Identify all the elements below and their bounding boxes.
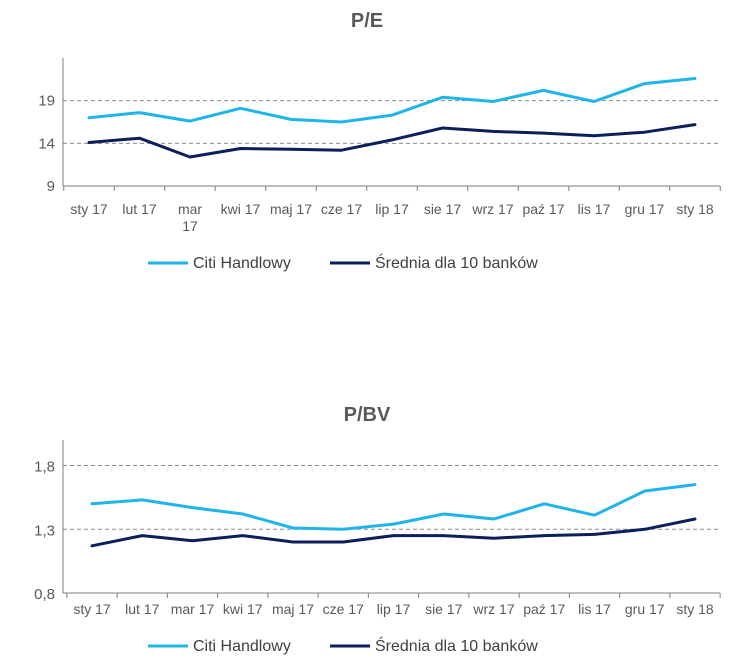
x-tick-label: paź 17	[523, 601, 565, 617]
x-tick-label: mar 17	[171, 601, 215, 617]
x-tick-label: gru 17	[625, 601, 665, 617]
x-tick-label: lut 17	[125, 601, 159, 617]
x-tick-label: sie 17	[424, 201, 462, 217]
series-line-srednia-10-bankow	[87, 123, 697, 159]
x-tick-label: sty 17	[73, 601, 111, 617]
x-tick-label: wrz 17	[472, 601, 514, 617]
x-tick-label: maj 17	[270, 201, 312, 217]
x-tick-label: lip 17	[377, 601, 411, 617]
y-tick-label: 1,8	[34, 459, 55, 476]
chart-pe: P/E 9 14 19 sty 17 lut 17 mar 17 kwi 17 maj 17 cze…	[38, 10, 721, 272]
legend-label: Citi Handlowy	[193, 255, 291, 272]
y-tick-label: 19	[38, 93, 55, 110]
series-line-citi-handlowy	[90, 483, 697, 531]
x-tick-label: wrz 17	[471, 201, 513, 217]
x-tick-label: lis 17	[578, 201, 611, 217]
x-tick-label: paź 17	[522, 201, 564, 217]
x-tick-label: lis 17	[578, 601, 611, 617]
x-tick-label: lut 17	[122, 201, 156, 217]
x-tick-label: maj 17	[272, 601, 314, 617]
legend-label: Citi Handlowy	[193, 638, 291, 655]
legend-label: Średnia dla 10 banków	[375, 636, 538, 655]
x-tick-label: kwi 17	[221, 201, 261, 217]
x-tick-label: sty 17	[70, 201, 108, 217]
x-tick-label: kwi 17	[223, 601, 263, 617]
x-tick-label: sie 17	[425, 601, 463, 617]
x-tick-label: lip 17	[375, 201, 409, 217]
chart-title: P/BV	[344, 404, 391, 426]
chart-title: P/E	[351, 10, 383, 32]
x-tick-label: sty 18	[676, 601, 714, 617]
x-tick-label: mar 17	[178, 201, 202, 234]
y-tick-label: 9	[47, 178, 55, 195]
y-tick-label: 1,3	[34, 522, 55, 539]
series-line-citi-handlowy	[87, 77, 697, 124]
x-tick-label: cze 17	[321, 201, 362, 217]
chart-pbv: P/BV 0,8 1,3 1,8 sty 17 lut 17 mar 17 kwi 17 maj…	[34, 404, 721, 655]
x-tick-label: cze 17	[323, 601, 364, 617]
y-tick-label: 14	[38, 135, 55, 152]
series-line-srednia-10-bankow	[90, 517, 697, 548]
y-tick-label: 0,8	[34, 586, 55, 603]
legend-label: Średnia dla 10 banków	[375, 253, 538, 272]
x-tick-label: sty 18	[676, 201, 714, 217]
x-tick-label: gru 17	[625, 201, 665, 217]
